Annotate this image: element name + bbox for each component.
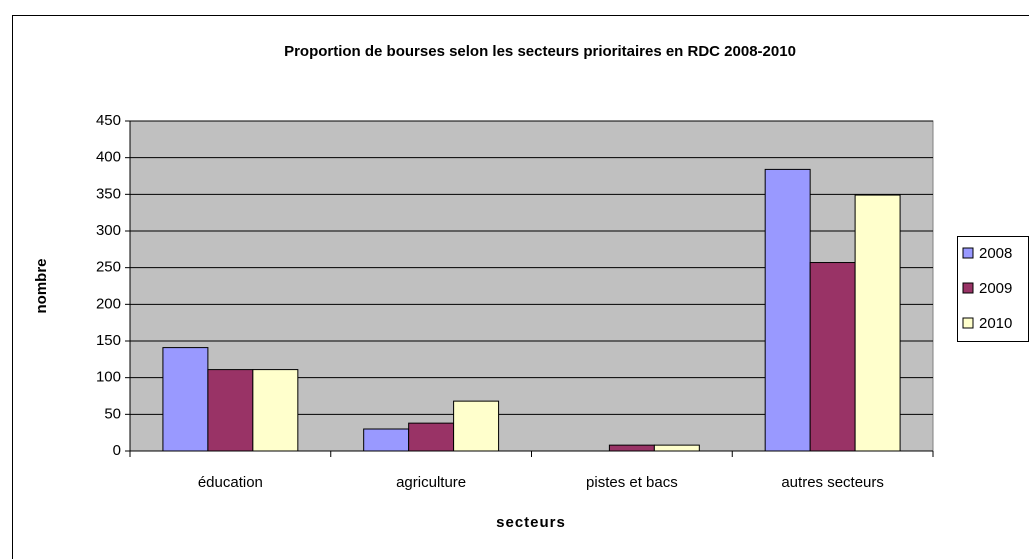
bar <box>408 422 455 452</box>
bar <box>854 194 901 452</box>
x-tick-label: éducation <box>198 474 263 491</box>
y-tick-label: 450 <box>96 112 121 129</box>
y-tick-label: 50 <box>104 405 121 422</box>
bar <box>453 400 500 452</box>
bar <box>608 444 655 452</box>
y-tick-label: 200 <box>96 295 121 312</box>
x-tick-label: agriculture <box>396 474 466 491</box>
y-tick-label: 300 <box>96 222 121 239</box>
y-tick-label: 250 <box>96 259 121 276</box>
y-tick-label: 350 <box>96 185 121 202</box>
legend-swatch <box>962 247 974 259</box>
legend-label: 2009 <box>979 280 1012 297</box>
y-tick-label: 100 <box>96 369 121 386</box>
y-axis-label: nombre <box>33 258 50 313</box>
bar <box>809 262 856 452</box>
bar <box>363 428 410 452</box>
y-tick-label: 400 <box>96 149 121 166</box>
legend-swatch <box>962 282 974 294</box>
bar <box>764 168 811 452</box>
legend-swatch <box>962 317 974 329</box>
chart-title: Proportion de bourses selon les secteurs… <box>284 43 796 60</box>
bar <box>162 347 209 452</box>
y-tick-label: 0 <box>113 442 121 459</box>
x-axis-label: secteurs <box>496 514 566 531</box>
x-tick-label: pistes et bacs <box>586 474 678 491</box>
x-tick-label: autres secteurs <box>781 474 884 491</box>
bar <box>207 369 254 452</box>
bar <box>653 444 700 452</box>
y-tick-label: 150 <box>96 332 121 349</box>
bar <box>252 369 299 452</box>
legend-label: 2010 <box>979 315 1012 332</box>
legend-label: 2008 <box>979 245 1012 262</box>
